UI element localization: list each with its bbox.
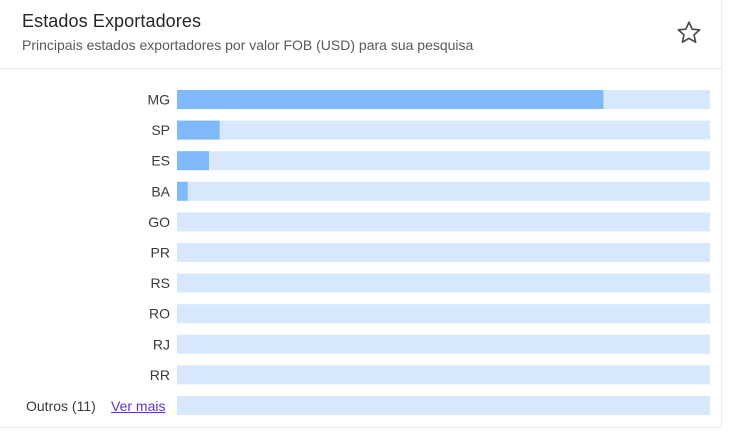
bar-row: RJ	[153, 334, 710, 354]
card-header: Estados Exportadores Principais estados …	[0, 0, 722, 69]
bar-track	[177, 273, 710, 293]
bar-track	[177, 243, 710, 262]
category-label: RS	[151, 275, 170, 291]
category-label: SP	[151, 122, 170, 138]
horizontal-bar-chart: MG SP ES BA GO PR RS RO RJ RR	[147, 90, 710, 415]
card-subtitle: Principais estados exportadores por valo…	[22, 37, 474, 53]
exporting-states-card: Estados Exportadores Principais estados …	[0, 0, 722, 428]
bar-track-others	[177, 396, 710, 415]
category-label: PR	[151, 245, 170, 261]
bar-row: MG	[147, 90, 710, 109]
bar-track	[177, 151, 710, 171]
bar-ba[interactable]	[177, 181, 188, 201]
bar-row: PR	[151, 243, 710, 262]
bar-row: BA	[151, 181, 710, 201]
bar-es[interactable]	[177, 151, 209, 171]
bar-row: ES	[151, 151, 710, 171]
bar-row: GO	[148, 212, 710, 232]
bar-track	[177, 334, 710, 354]
bar-mg[interactable]	[177, 90, 604, 109]
favorite-star-icon	[677, 21, 701, 44]
category-label: MG	[147, 92, 170, 108]
bar-track	[177, 120, 710, 140]
bar-row: RO	[149, 304, 710, 324]
see-more-link[interactable]: Ver mais	[111, 398, 166, 414]
category-label: GO	[148, 214, 170, 230]
bar-sp[interactable]	[177, 120, 220, 140]
category-label: BA	[151, 183, 170, 199]
category-label: RJ	[153, 336, 170, 352]
card-title: Estados Exportadores	[22, 11, 202, 31]
bar-row: RS	[151, 273, 710, 293]
bar-track	[177, 365, 710, 385]
bar-row: SP	[151, 120, 710, 140]
others-label: Outros (11)	[26, 398, 96, 414]
bar-track	[177, 212, 710, 232]
bar-track	[177, 304, 710, 324]
bar-row: RR	[150, 365, 710, 385]
category-label: ES	[151, 153, 170, 169]
category-label: RO	[149, 306, 170, 322]
star-icon[interactable]	[675, 19, 703, 47]
bar-track	[177, 181, 710, 201]
category-label: RR	[150, 367, 170, 383]
